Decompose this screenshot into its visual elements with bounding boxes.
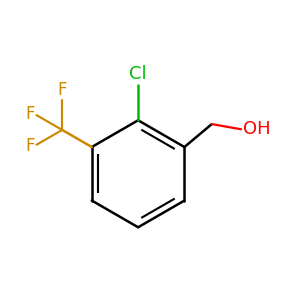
Text: F: F — [26, 105, 35, 123]
Text: F: F — [57, 81, 67, 99]
Text: F: F — [26, 137, 35, 155]
Text: OH: OH — [242, 120, 270, 138]
Text: Cl: Cl — [129, 65, 147, 83]
